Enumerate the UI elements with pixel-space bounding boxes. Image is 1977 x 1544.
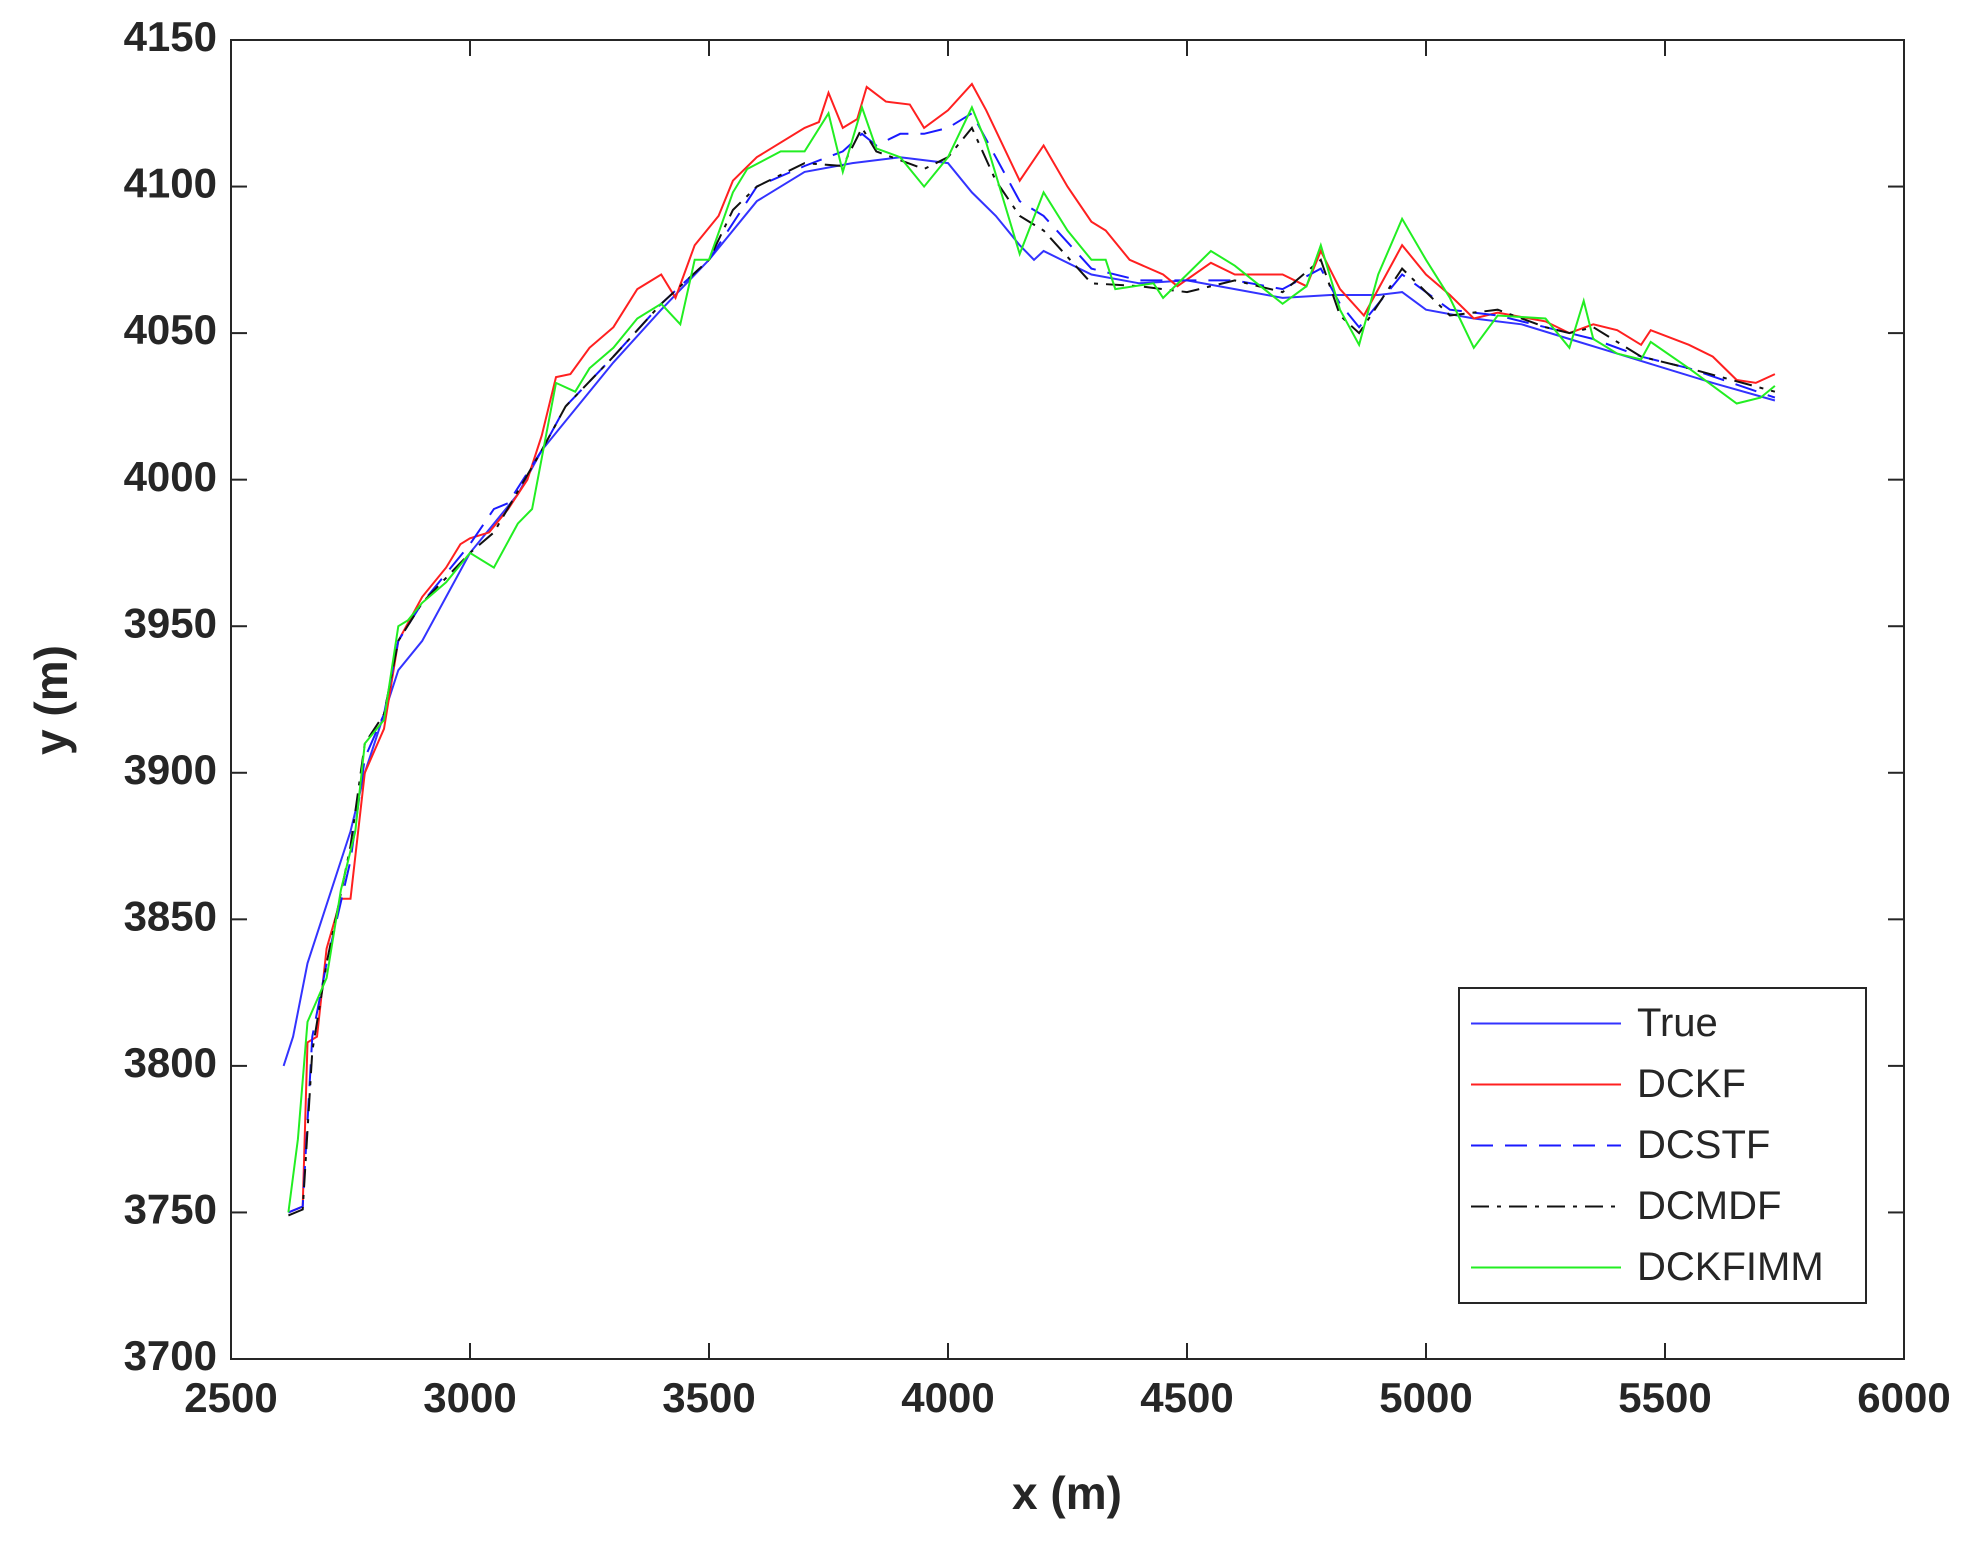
y-tick-label: 4100 <box>124 160 217 207</box>
x-tick-label: 4500 <box>1140 1374 1233 1421</box>
y-tick-label: 3900 <box>124 746 217 793</box>
y-tick-label: 4000 <box>124 453 217 500</box>
x-tick-label: 5500 <box>1618 1374 1711 1421</box>
y-tick-label: 3700 <box>124 1332 217 1379</box>
legend-label: DCMDF <box>1637 1184 1781 1228</box>
y-axis-label: y (m) <box>25 645 77 755</box>
y-tick-label: 3850 <box>124 892 217 939</box>
y-tick-label: 3800 <box>124 1039 217 1086</box>
legend-label: DCKFIMM <box>1637 1245 1824 1289</box>
x-tick-label: 6000 <box>1857 1374 1950 1421</box>
series-line <box>288 111 1776 1214</box>
x-tick-label: 5000 <box>1379 1374 1472 1421</box>
legend-label: True <box>1637 1001 1718 1045</box>
x-tick-label: 4000 <box>901 1374 994 1421</box>
y-tick-label: 3950 <box>124 599 217 646</box>
y-tick-label: 3750 <box>124 1186 217 1233</box>
legend-box <box>1458 987 1867 1304</box>
legend-label: DCSTF <box>1637 1123 1770 1167</box>
series-line <box>288 125 1776 1217</box>
x-tick-label: 3000 <box>423 1374 516 1421</box>
legend-label: DCKF <box>1637 1062 1746 1106</box>
x-axis-label: x (m) <box>1012 1467 1122 1519</box>
series-line <box>288 82 1776 1214</box>
x-tick-label: 2500 <box>184 1374 277 1421</box>
plot-frame <box>230 39 1905 1360</box>
series-line <box>287 104 1776 1213</box>
y-tick-label: 4050 <box>124 306 217 353</box>
x-tick-label: 3500 <box>662 1374 755 1421</box>
y-tick-label: 4150 <box>124 13 217 60</box>
series-line <box>282 156 1776 1067</box>
